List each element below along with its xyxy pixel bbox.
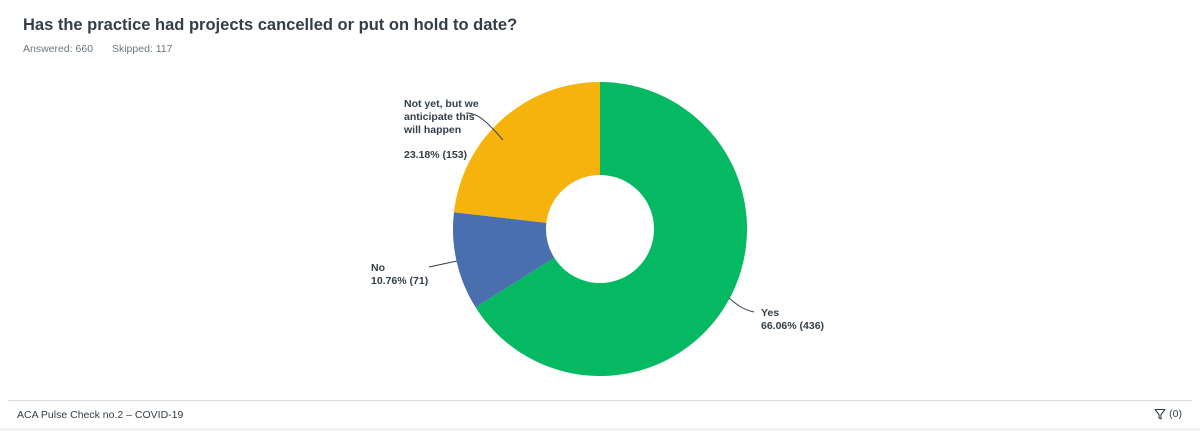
skipped-count: Skipped: 117 (111, 43, 173, 55)
response-stats: Answered: 660 Skipped: 117 (23, 43, 189, 55)
question-title: Has the practice had projects cancelled … (23, 16, 518, 34)
leader-line-yes (728, 297, 755, 313)
filter-count: (0) (1169, 408, 1182, 420)
survey-name: ACA Pulse Check no.2 – COVID-19 (17, 409, 184, 421)
donut-slices (453, 82, 747, 377)
slice-yes (475, 82, 747, 377)
leader-line-notyet (465, 112, 504, 141)
bottom-band (0, 428, 1200, 431)
label-yes: Yes 66.06% (436) (761, 307, 824, 332)
filter-button[interactable]: (0) (1154, 408, 1182, 420)
label-notyet: Not yet, but we anticipate this will hap… (403, 98, 482, 161)
filter-icon (1154, 408, 1166, 420)
answered-count: Answered: 660 (23, 43, 94, 55)
label-no: No 10.76% (71) (371, 262, 428, 287)
leader-line-no (428, 260, 458, 268)
slice-notyet (453, 82, 600, 223)
footer-divider (8, 400, 1192, 401)
donut-chart: Not yet, but we anticipate this will hap… (371, 82, 824, 377)
slice-no (453, 212, 555, 308)
